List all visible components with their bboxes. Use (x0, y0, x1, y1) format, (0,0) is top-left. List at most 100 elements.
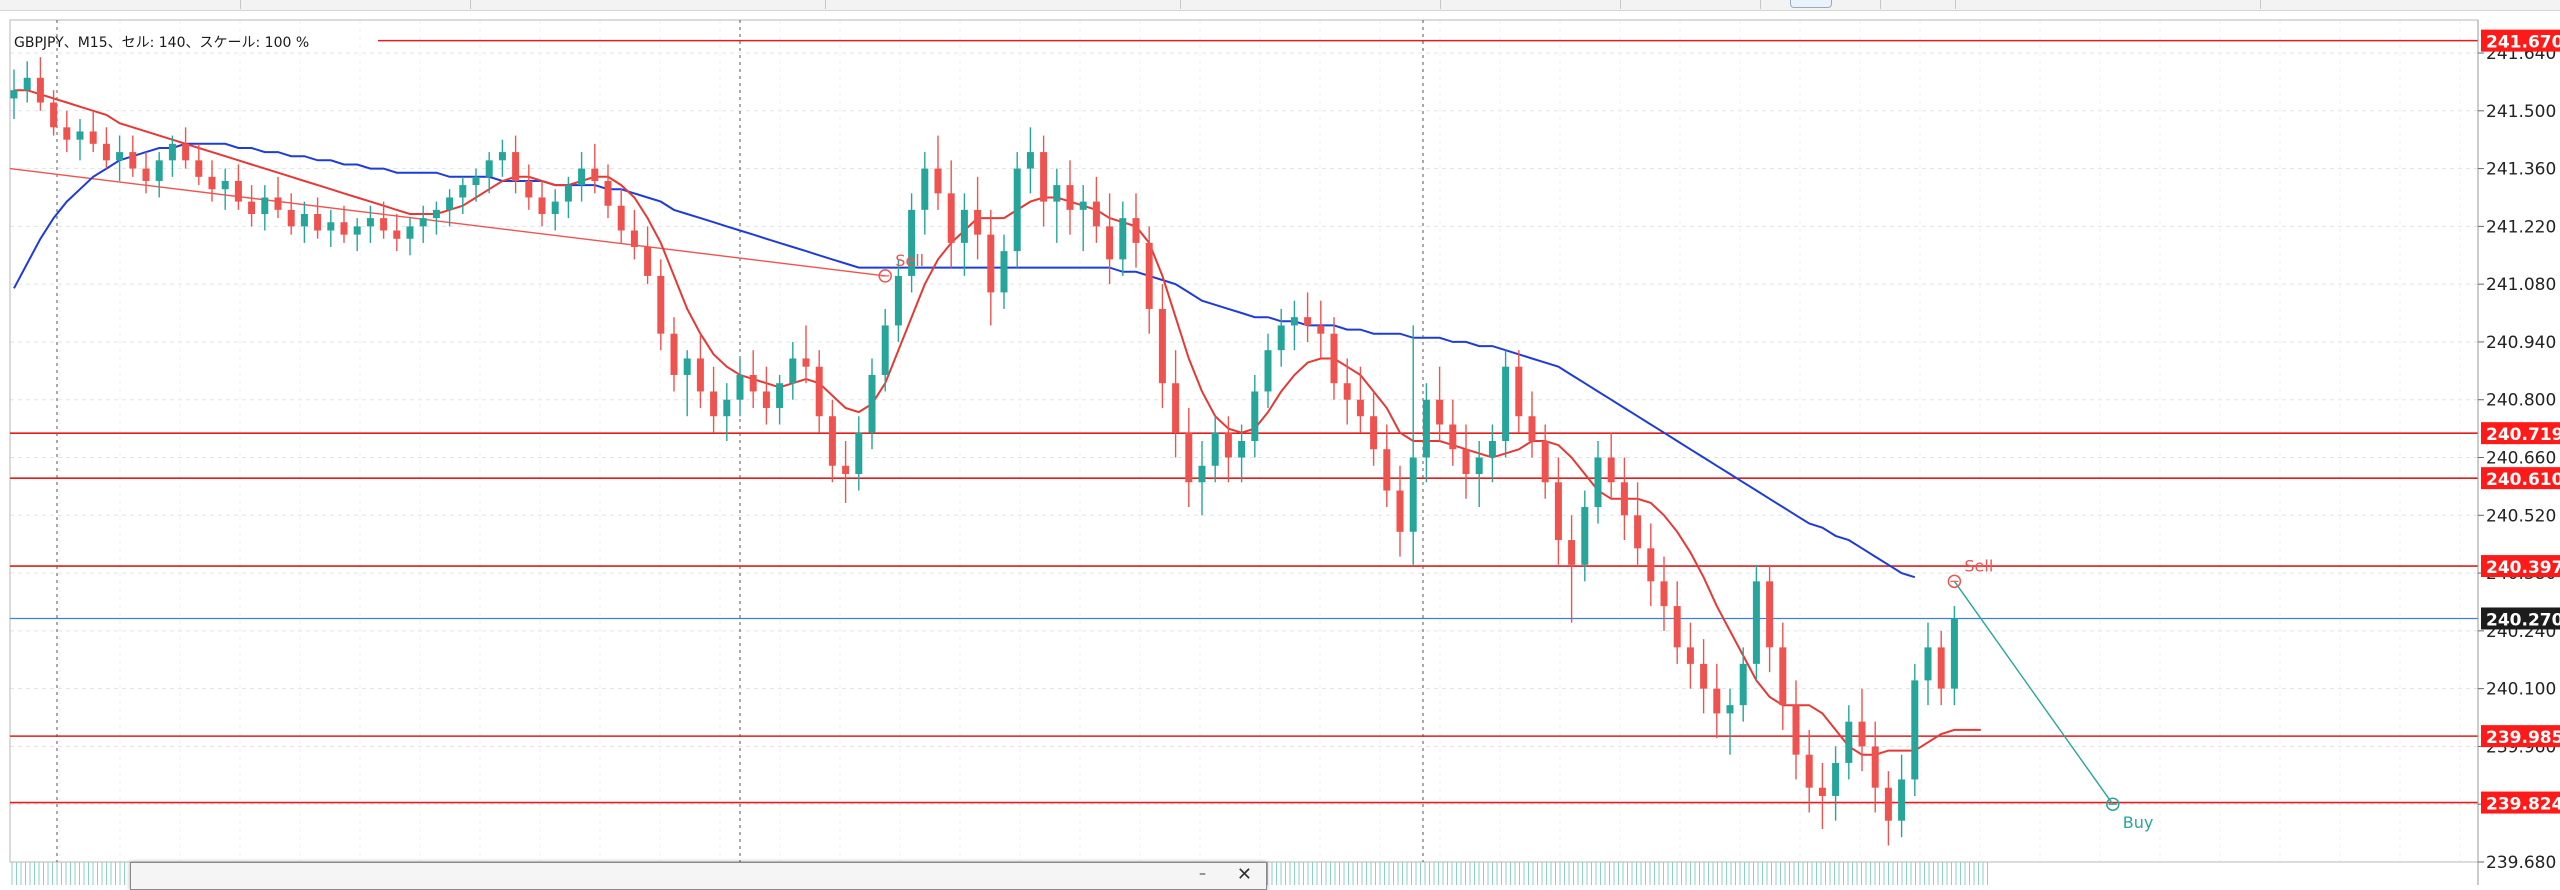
marker-label: Sell (1964, 556, 1993, 575)
candle (789, 342, 796, 400)
candle-body (116, 152, 123, 160)
candles (11, 57, 1958, 845)
candle (1040, 136, 1047, 227)
candle (869, 358, 876, 449)
candle (407, 218, 414, 255)
candle-body (261, 197, 268, 214)
axis-tick-label: 239.680 (2486, 853, 2556, 873)
candle (169, 136, 176, 177)
candle (327, 210, 334, 247)
axis-tick-label: 241.360 (2486, 160, 2556, 180)
candle-body (1489, 441, 1496, 458)
candle-body (1832, 763, 1839, 796)
candle-body (935, 169, 942, 194)
candle-body (1317, 325, 1324, 333)
candle (1938, 631, 1945, 705)
candle (1647, 524, 1654, 607)
candle (433, 202, 440, 235)
level-price-label: 241.670 (2481, 30, 2560, 53)
candle-body (631, 231, 638, 248)
axis-tick-label: 240.800 (2486, 391, 2556, 411)
candle-body (24, 78, 31, 90)
candle-body (1555, 482, 1562, 540)
candle (1159, 284, 1166, 408)
sell-trendline (10, 169, 885, 276)
price-axis: 241.640241.500241.360241.220241.080240.9… (2478, 20, 2556, 885)
candle (605, 164, 612, 218)
candle-body (987, 235, 994, 293)
candle-body (380, 218, 387, 230)
candle (723, 383, 730, 441)
floating-panel[interactable]: – ✕ (130, 862, 1267, 890)
candle-body (1529, 416, 1536, 441)
candle (987, 210, 994, 326)
marker-label: Sell (895, 251, 924, 270)
fast-moving-average (14, 90, 1981, 755)
candle-body (1713, 689, 1720, 714)
minimize-icon[interactable]: – (1199, 866, 1206, 882)
candle (776, 375, 783, 425)
price-box-text: 240.397 (2486, 558, 2560, 578)
candle-body (1225, 433, 1232, 458)
candle (1542, 424, 1549, 498)
candle (288, 193, 295, 234)
candle (63, 111, 70, 152)
candle-body (671, 334, 678, 375)
candle-body (961, 210, 968, 243)
candle-body (948, 193, 955, 243)
candle-body (1608, 458, 1615, 483)
candle (261, 185, 268, 230)
candle-body (1014, 169, 1021, 252)
candle (921, 152, 928, 235)
candle-body (156, 160, 163, 181)
candle (1872, 722, 1879, 813)
candle (1265, 334, 1272, 408)
candle (1793, 680, 1800, 779)
candle-body (1159, 309, 1166, 383)
candle (222, 169, 229, 210)
candle (1581, 491, 1588, 582)
close-icon[interactable]: ✕ (1237, 864, 1252, 885)
candle-body (90, 131, 97, 143)
candle (710, 367, 717, 433)
candle (684, 350, 691, 416)
candle-body (974, 210, 981, 235)
candle-body (129, 152, 136, 169)
chart-info-label: GBPJPY、M15、セル: 140、スケール: 100 % (14, 35, 309, 51)
candle-body (195, 160, 202, 177)
candle-body (1370, 416, 1377, 449)
candle (1080, 185, 1087, 251)
candle-body (1383, 449, 1390, 490)
candle-body (1793, 705, 1800, 755)
candle-body (1291, 317, 1298, 325)
candle (948, 160, 955, 267)
candle (829, 400, 836, 483)
axis-tick-label: 240.520 (2486, 506, 2556, 526)
candle (737, 358, 744, 416)
candle (1819, 763, 1826, 829)
axis-tick-label: 240.660 (2486, 449, 2556, 469)
candle (974, 177, 981, 260)
price-box-text: 240.610 (2486, 470, 2560, 490)
candle (816, 350, 823, 433)
candle-body (50, 103, 57, 128)
candle-body (407, 226, 414, 238)
candle-body (222, 181, 229, 189)
candle-body (591, 169, 598, 181)
candle (1621, 458, 1628, 541)
candle-body (921, 169, 928, 210)
candle (1713, 664, 1720, 738)
candle (1093, 177, 1100, 243)
candle-body (1502, 367, 1509, 441)
candle (1911, 664, 1918, 796)
candle-body (1278, 325, 1285, 350)
candle-body (1436, 400, 1443, 425)
candle (1291, 301, 1298, 351)
candle (935, 136, 942, 210)
candle (37, 57, 44, 111)
candle (1700, 639, 1707, 713)
candle-body (1199, 466, 1206, 483)
axis-tick-label: 241.500 (2486, 102, 2556, 122)
